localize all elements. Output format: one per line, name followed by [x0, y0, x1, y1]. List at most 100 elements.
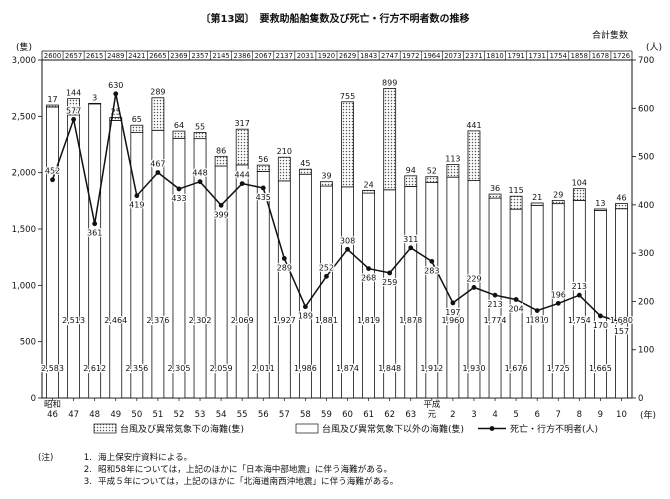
- x-axis-tick-label: 4: [492, 410, 497, 420]
- deaths-value-label: 419: [129, 201, 144, 210]
- deaths-value-label: 204: [508, 304, 523, 313]
- typhoon-value-label: 52: [427, 167, 437, 176]
- left-axis-tick-label: 2,500: [12, 112, 36, 122]
- legend-swatch-other: [295, 423, 319, 434]
- deaths-point: [197, 179, 203, 185]
- deaths-point: [619, 319, 624, 325]
- other-value-label: 2,059: [210, 364, 233, 373]
- x-axis-tick-label: 57: [279, 410, 290, 420]
- x-axis-tick-label: 52: [174, 410, 185, 420]
- bar-typhoon: [256, 164, 270, 172]
- typhoon-value-label: 39: [321, 172, 331, 181]
- bar-typhoon: [530, 202, 544, 206]
- bar-typhoon: [320, 181, 333, 187]
- deaths-point: [239, 181, 245, 187]
- x-axis-tick-label: 58: [300, 410, 311, 420]
- bar-typhoon: [46, 104, 59, 108]
- deaths-value-label: 213: [572, 282, 587, 291]
- total-count-value: 2137: [276, 52, 293, 60]
- bar-typhoon: [383, 88, 397, 191]
- typhoon-value-label: 317: [235, 119, 250, 128]
- x-axis-tick-label: 63: [405, 410, 416, 420]
- bar-typhoon: [277, 156, 291, 182]
- grid-layer: [38, 50, 636, 401]
- deaths-point: [324, 273, 329, 279]
- other-value-label: 1,848: [378, 364, 401, 373]
- other-value-label: 1,665: [589, 364, 612, 373]
- total-count-value: 2665: [149, 52, 166, 60]
- note-row-3: 3. 平成５年については，上記のほかに「北海道南西沖地震」に伴う海難がある。: [38, 476, 399, 488]
- other-value-label: 1,930: [463, 364, 486, 373]
- typhoon-value-label: 17: [47, 95, 57, 104]
- left-axis-tick-label: 2,000: [12, 169, 36, 179]
- total-count-value: 2369: [170, 52, 187, 60]
- deaths-point: [218, 202, 224, 208]
- other-value-label: 1,881: [315, 316, 338, 325]
- era-label-showa: 昭和: [44, 400, 61, 410]
- x-axis-tick-label: 5: [513, 410, 518, 420]
- legend: 台風及び異常気象下の海難(隻) 台風及び異常気象下以外の海難(隻) 死亡・行方不…: [93, 423, 598, 435]
- deaths-value-label: 252: [319, 263, 334, 272]
- bar-other: [530, 204, 544, 399]
- legend-marker-deaths: [489, 426, 495, 431]
- right-axis-unit: (人): [646, 42, 662, 53]
- total-count-value: 1810: [486, 52, 503, 60]
- x-axis-tick-label: 48: [89, 410, 100, 420]
- deaths-value-label: 311: [403, 235, 418, 244]
- chart-title: 〔第13図〕 要救助船舶隻数及び死亡・行方不明者数の推移: [201, 12, 470, 25]
- x-axis-tick-label: 46: [47, 410, 58, 420]
- deaths-point: [50, 177, 55, 183]
- bar-typhoon: [67, 98, 81, 116]
- x-axis-tick-label: 61: [363, 410, 374, 420]
- other-value-label: 2,356: [125, 364, 148, 373]
- x-axis-tick-label: 49: [110, 410, 121, 420]
- x-axis-tick-label: 60: [342, 410, 353, 420]
- deaths-value-label: 170: [593, 321, 608, 330]
- deaths-point: [492, 292, 498, 298]
- typhoon-value-label: 3: [92, 93, 97, 102]
- bar-typhoon: [446, 164, 460, 178]
- bars-layer: [46, 88, 628, 399]
- other-value-label: 2,011: [252, 364, 275, 373]
- bar-typhoon: [615, 203, 628, 210]
- other-value-label: 1,710: [526, 316, 549, 325]
- bar-typhoon: [488, 193, 502, 199]
- other-value-label: 1,878: [399, 316, 422, 325]
- deaths-point: [113, 91, 119, 97]
- bar-typhoon: [130, 124, 144, 133]
- right-axis-tick-label: 0: [638, 394, 643, 404]
- deaths-value-label: 289: [277, 263, 292, 272]
- deaths-value-label: 189: [298, 312, 313, 321]
- left-axis-tick-label: 500: [20, 338, 36, 348]
- total-count-value: 1678: [592, 52, 609, 60]
- other-value-label: 1,927: [273, 316, 296, 325]
- bar-typhoon: [467, 130, 481, 181]
- right-axis-tick-label: 600: [638, 104, 654, 114]
- other-value-label: 2,302: [189, 316, 212, 325]
- note-row-1: (注) 1. 海上保安庁資料による。: [38, 452, 398, 464]
- x-axis-tick-label: 7: [556, 410, 561, 420]
- x-axis-tick-label: 53: [195, 410, 206, 420]
- deaths-line: [51, 93, 622, 323]
- total-count-value: 2747: [381, 52, 398, 60]
- deaths-value-label: 196: [551, 290, 566, 299]
- bar-typhoon: [151, 97, 165, 131]
- deaths-value-label: 467: [150, 160, 165, 169]
- total-count-value: 1754: [550, 52, 567, 60]
- deaths-line-layer: [50, 91, 624, 325]
- bar-typhoon: [341, 101, 354, 188]
- deaths-value-label: 229: [466, 274, 481, 283]
- deaths-point: [555, 300, 561, 306]
- bar-typhoon: [214, 155, 228, 167]
- deaths-point: [260, 185, 266, 191]
- typhoon-value-label: 29: [553, 190, 563, 199]
- deaths-value-label: 444: [235, 171, 250, 180]
- left-axis-tick-label: 3,000: [12, 56, 36, 66]
- x-axis-tick-label: 51: [152, 410, 163, 420]
- x-axis-tick-label: 47: [68, 410, 79, 420]
- total-count-value: 2489: [107, 52, 124, 60]
- other-value-label: 2,376: [146, 316, 169, 325]
- total-count-value: 2657: [65, 52, 82, 60]
